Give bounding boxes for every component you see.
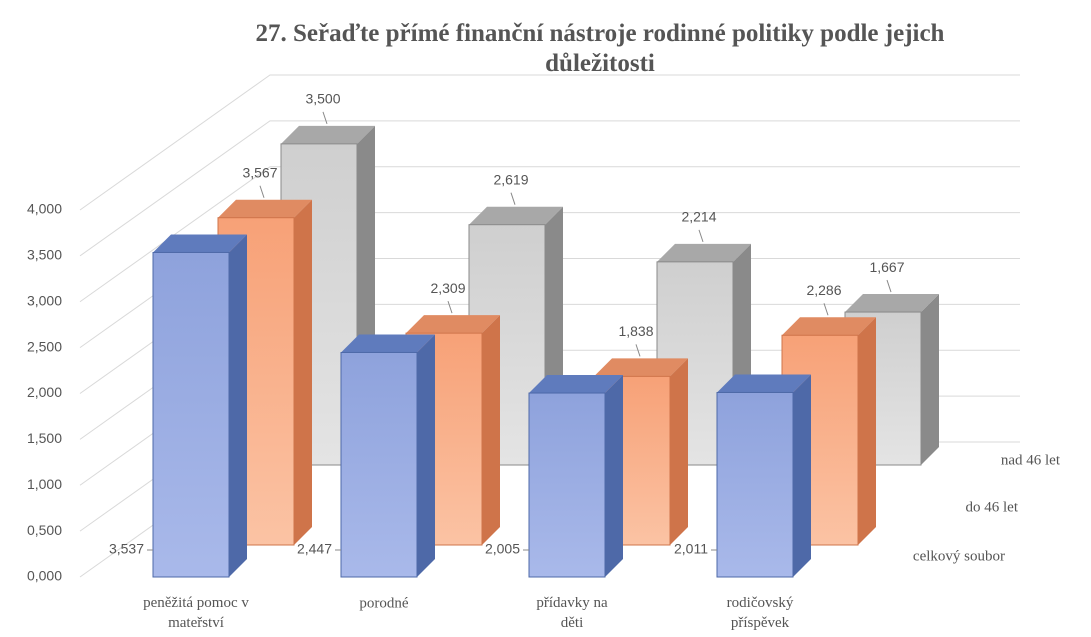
y-tick-label: 2,500 xyxy=(27,338,62,354)
y-tick-label: 0,000 xyxy=(27,568,62,584)
series-label: celkový soubor xyxy=(913,548,1005,564)
value-label: 2,011 xyxy=(674,541,708,557)
bar-side xyxy=(670,358,688,545)
value-label: 2,619 xyxy=(493,171,528,187)
chart-title: 27. Seřaďte přímé finanční nástroje rodi… xyxy=(256,20,945,77)
y-tick-label: 4,000 xyxy=(27,201,62,217)
bar-side xyxy=(229,234,247,577)
bar-top xyxy=(717,374,811,393)
x-tick-label: přídavky na děti xyxy=(536,595,608,631)
bar-side xyxy=(921,294,939,465)
bar-top xyxy=(782,317,876,336)
value-label: 1,667 xyxy=(869,259,904,275)
bar-top xyxy=(406,315,500,334)
bar-top xyxy=(218,199,312,218)
x-tick-label: rodičovský příspěvek xyxy=(727,595,794,631)
grid-line xyxy=(79,166,1020,303)
bar-side xyxy=(294,199,312,545)
bar-top xyxy=(657,243,751,262)
leader-line xyxy=(886,279,892,293)
y-tick-label: 3,500 xyxy=(27,247,62,263)
value-label: 1,838 xyxy=(618,323,653,339)
bar-side xyxy=(793,374,811,577)
value-label: 2,214 xyxy=(681,209,716,225)
bar-top xyxy=(341,334,435,353)
bar-side xyxy=(482,315,500,545)
y-tick-label: 3,000 xyxy=(27,292,62,308)
leader-line xyxy=(322,111,328,125)
bar-top xyxy=(281,125,375,144)
leader-line xyxy=(698,229,704,243)
y-tick-label: 2,000 xyxy=(27,384,62,400)
bar-side xyxy=(605,375,623,577)
bar-top xyxy=(529,375,623,394)
bar xyxy=(152,251,230,578)
bar xyxy=(716,391,794,578)
y-tick-label: 1,500 xyxy=(27,430,62,446)
x-tick-label: peněžitá pomoc v mateřství xyxy=(143,595,249,631)
value-label: 2,447 xyxy=(297,541,332,557)
leader-line xyxy=(447,300,453,314)
leader-line xyxy=(259,185,265,198)
value-label: 3,537 xyxy=(109,541,144,557)
bar-top xyxy=(469,206,563,225)
y-tick-label: 0,500 xyxy=(27,522,62,538)
grid-line xyxy=(79,74,1020,211)
value-label: 3,500 xyxy=(305,91,340,107)
bar xyxy=(528,392,606,578)
x-tick-label: porodné xyxy=(359,595,408,611)
value-label: 2,309 xyxy=(430,280,465,296)
bar xyxy=(340,351,418,578)
bar-top xyxy=(594,358,688,377)
value-label: 2,286 xyxy=(806,282,841,298)
series-label: do 46 let xyxy=(966,499,1019,515)
leader-line xyxy=(510,192,516,205)
bar-top xyxy=(153,234,247,253)
grid-line xyxy=(79,120,1020,257)
leader-line xyxy=(823,303,829,316)
y-tick-label: 1,000 xyxy=(27,476,62,492)
bar-side xyxy=(417,334,435,577)
value-label: 3,567 xyxy=(242,164,277,180)
series-label: nad 46 let xyxy=(1001,452,1061,468)
bar-top xyxy=(845,294,939,313)
value-label: 2,005 xyxy=(485,541,520,557)
leader-line xyxy=(635,344,641,357)
bar-side xyxy=(858,317,876,545)
